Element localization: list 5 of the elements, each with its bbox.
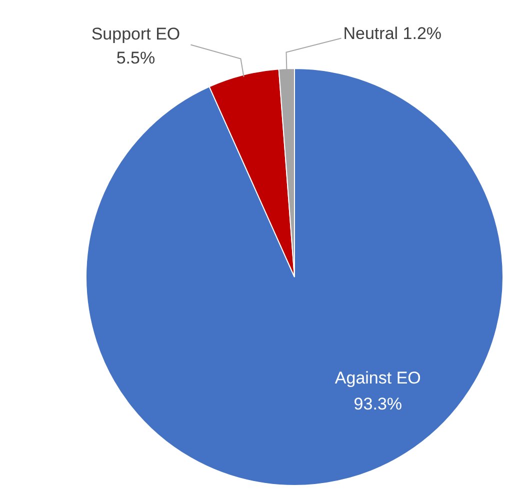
slice-label: Neutral 1.2% xyxy=(343,24,442,43)
data-label: 5.5% xyxy=(116,48,156,68)
data-label: 93.3% xyxy=(354,394,402,414)
slice-label: Against EO xyxy=(334,368,421,388)
slice-label: Support EO xyxy=(91,24,180,44)
